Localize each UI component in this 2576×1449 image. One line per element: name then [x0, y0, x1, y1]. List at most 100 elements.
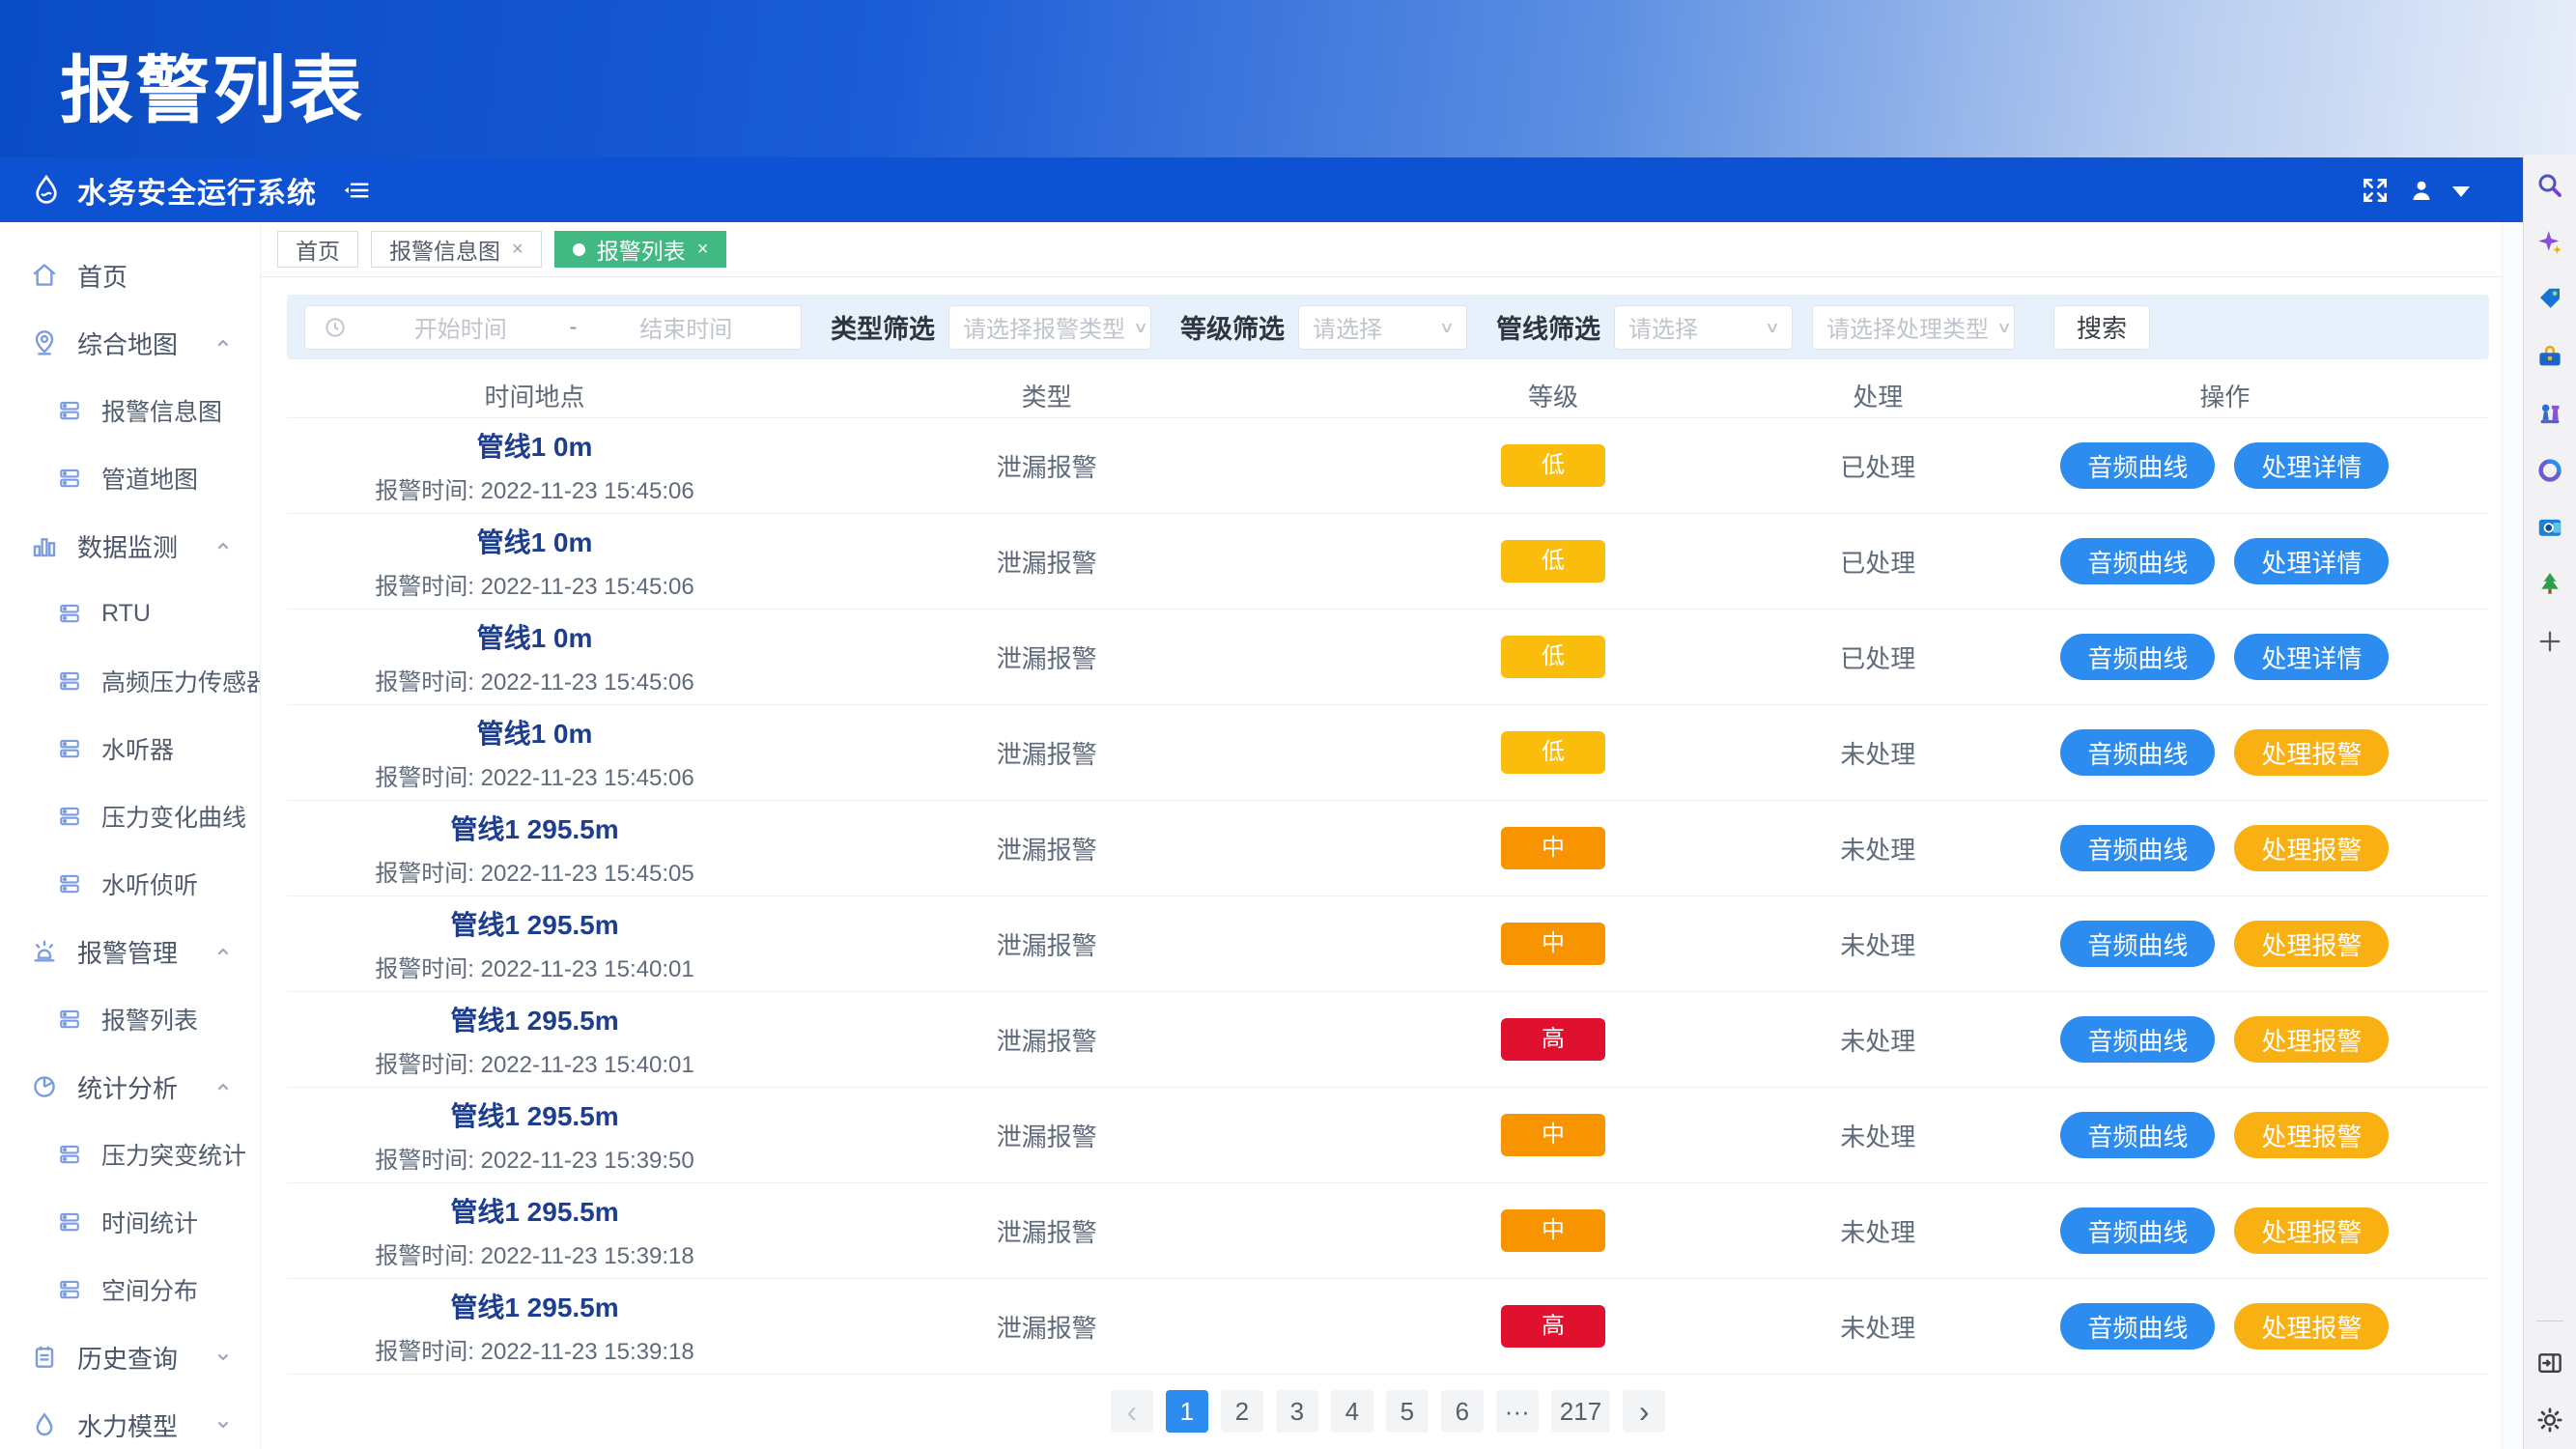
- chevron-down-icon: [212, 1413, 235, 1436]
- sidebar-item-time-stats[interactable]: 时间统计: [0, 1188, 260, 1256]
- audio-curve-button[interactable]: 音频曲线: [2060, 1016, 2216, 1063]
- sidebar-item-hydrophone-listening[interactable]: 水听侦听: [0, 850, 260, 918]
- search-button[interactable]: 搜索: [2053, 304, 2151, 350]
- page-button[interactable]: 1: [1165, 1390, 1208, 1433]
- scrollbar[interactable]: [2502, 222, 2523, 1449]
- sidebar-item-alarm-info-map[interactable]: 报警信息图: [0, 377, 260, 444]
- alarm-time: 报警时间: 2022-11-23 15:45:06: [375, 669, 694, 696]
- games-chess-icon[interactable]: [2534, 398, 2565, 429]
- page-button[interactable]: 217: [1550, 1390, 1611, 1433]
- handle-alarm-button[interactable]: 处理报警: [2234, 825, 2390, 871]
- handle-detail-button[interactable]: 处理详情: [2234, 538, 2390, 584]
- table-header: 时间地点 类型 等级 处理 操作: [287, 374, 2489, 418]
- sidebar-item-pipeline-map[interactable]: 管道地图: [0, 444, 260, 512]
- sidebar-item-pressure-mutation-stats[interactable]: 压力突变统计: [0, 1121, 260, 1188]
- handle-alarm-button[interactable]: 处理报警: [2234, 921, 2390, 967]
- handle-status: 已处理: [1840, 643, 1916, 673]
- sidebar-item-composite-map[interactable]: 综合地图: [0, 309, 260, 377]
- menu-collapse-icon[interactable]: [342, 176, 371, 205]
- alarm-type-select[interactable]: 请选择报警类型 ∨: [948, 304, 1151, 350]
- level-badge: 高: [1500, 1018, 1605, 1061]
- sidebar-item-pressure-curve[interactable]: 压力变化曲线: [0, 782, 260, 850]
- wallet-icon[interactable]: [2534, 512, 2565, 543]
- sidebar-item-rtu[interactable]: RTU: [0, 580, 260, 647]
- toolbox-icon[interactable]: [2534, 341, 2565, 372]
- sidebar-item-hydrophone[interactable]: 水听器: [0, 715, 260, 782]
- chevron-up-icon: [212, 534, 235, 557]
- page-button[interactable]: 3: [1275, 1390, 1318, 1433]
- alarm-type: 泄漏报警: [996, 1122, 1097, 1151]
- water-drop-icon: [29, 1409, 60, 1440]
- audio-curve-button[interactable]: 音频曲线: [2060, 1208, 2216, 1254]
- ellipsis-pages-button[interactable]: ···: [1495, 1390, 1539, 1433]
- sidebar-item-history-query[interactable]: 历史查询: [0, 1323, 260, 1391]
- close-icon[interactable]: ×: [512, 238, 524, 260]
- m365-loop-icon[interactable]: [2534, 455, 2565, 486]
- user-menu-caret-icon[interactable]: [2452, 186, 2470, 197]
- tab-alarm-info-map[interactable]: 报警信息图 ×: [371, 231, 542, 268]
- sidebar-item-data-monitoring[interactable]: 数据监测: [0, 512, 260, 580]
- settings-gear-icon[interactable]: [2534, 1405, 2565, 1435]
- date-range-input[interactable]: 开始时间 - 结束时间: [304, 304, 802, 350]
- add-icon[interactable]: [2534, 626, 2565, 657]
- next-page-button[interactable]: ›: [1623, 1390, 1666, 1433]
- alarm-time: 报警时间: 2022-11-23 15:40:01: [375, 956, 694, 982]
- sidebar-item-spatial-distribution[interactable]: 空间分布: [0, 1256, 260, 1323]
- tab-alarm-list[interactable]: 报警列表 ×: [553, 231, 727, 268]
- sidebar-item-hydraulic-model[interactable]: 水力模型: [0, 1391, 260, 1449]
- handle-status: 未处理: [1840, 739, 1916, 769]
- alarm-time: 报警时间: 2022-11-23 15:45:06: [375, 478, 694, 504]
- handle-detail-button[interactable]: 处理详情: [2234, 634, 2390, 680]
- menu-stack-icon: [55, 599, 84, 628]
- main-content: 开始时间 - 结束时间 类型筛选 请选择报警类型 ∨ 等级筛选 请选择 ∨ 管线…: [261, 277, 2502, 1449]
- alarm-time: 报警时间: 2022-11-23 15:45:06: [375, 574, 694, 600]
- sidebar-item-alarm-list[interactable]: 报警列表: [0, 985, 260, 1053]
- panel-collapse-icon[interactable]: [2534, 1348, 2565, 1378]
- handle-detail-button[interactable]: 处理详情: [2234, 442, 2390, 489]
- table-row: 管线1 295.5m 报警时间: 2022-11-23 15:39:50 泄漏报警…: [287, 1088, 2489, 1183]
- page-button[interactable]: 4: [1330, 1390, 1373, 1433]
- handle-alarm-button[interactable]: 处理报警: [2234, 1016, 2390, 1063]
- search-icon[interactable]: [2534, 170, 2565, 201]
- handle-alarm-button[interactable]: 处理报警: [2234, 1303, 2390, 1350]
- alarm-location: 管线1 0m: [476, 432, 593, 462]
- sidebar-item-statistics[interactable]: 统计分析: [0, 1053, 260, 1121]
- sidebar-item-high-freq-pressure-sensor[interactable]: 高频压力传感器: [0, 647, 260, 715]
- audio-curve-button[interactable]: 音频曲线: [2060, 921, 2216, 967]
- handle-type-select[interactable]: 请选择处理类型 ∨: [1812, 304, 2015, 350]
- copilot-sparkle-icon[interactable]: [2534, 227, 2565, 258]
- audio-curve-button[interactable]: 音频曲线: [2060, 825, 2216, 871]
- fullscreen-icon[interactable]: [2360, 175, 2391, 206]
- page-button[interactable]: 5: [1385, 1390, 1429, 1433]
- menu-stack-icon: [55, 802, 84, 831]
- prev-page-button[interactable]: ‹: [1110, 1390, 1153, 1433]
- handle-alarm-button[interactable]: 处理报警: [2234, 1208, 2390, 1254]
- menu-stack-icon: [55, 734, 84, 763]
- audio-curve-button[interactable]: 音频曲线: [2060, 538, 2216, 584]
- home-icon: [29, 260, 60, 291]
- page-button[interactable]: 2: [1220, 1390, 1263, 1433]
- audio-curve-button[interactable]: 音频曲线: [2060, 1112, 2216, 1158]
- audio-curve-button[interactable]: 音频曲线: [2060, 729, 2216, 776]
- alarm-type: 泄漏报警: [996, 1313, 1097, 1343]
- tree-icon[interactable]: [2534, 569, 2565, 600]
- chevron-down-icon: ∨: [1764, 318, 1780, 335]
- pie-chart-icon: [29, 1071, 60, 1102]
- handle-alarm-button[interactable]: 处理报警: [2234, 729, 2390, 776]
- sidebar-item-alarm-management[interactable]: 报警管理: [0, 918, 260, 985]
- pipeline-select[interactable]: 请选择 ∨: [1614, 304, 1793, 350]
- alarm-type: 泄漏报警: [996, 548, 1097, 578]
- close-icon[interactable]: ×: [696, 238, 709, 260]
- tab-home[interactable]: 首页: [277, 231, 358, 268]
- shopping-tag-icon[interactable]: [2534, 284, 2565, 315]
- audio-curve-button[interactable]: 音频曲线: [2060, 634, 2216, 680]
- alarm-level-select[interactable]: 请选择 ∨: [1298, 304, 1467, 350]
- page-button[interactable]: 6: [1440, 1390, 1484, 1433]
- audio-curve-button[interactable]: 音频曲线: [2060, 442, 2216, 489]
- alarm-type: 泄漏报警: [996, 452, 1097, 482]
- user-avatar-icon[interactable]: [2406, 175, 2437, 206]
- audio-curve-button[interactable]: 音频曲线: [2060, 1303, 2216, 1350]
- chevron-up-icon: [212, 1075, 235, 1098]
- handle-alarm-button[interactable]: 处理报警: [2234, 1112, 2390, 1158]
- sidebar-item-home[interactable]: 首页: [0, 242, 260, 309]
